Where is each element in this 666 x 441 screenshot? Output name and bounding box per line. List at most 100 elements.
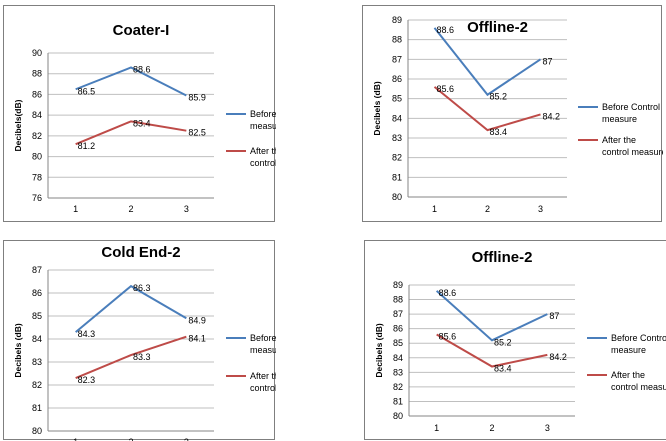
y-tick-label: 84 [32, 334, 42, 344]
data-label: 88.6 [133, 65, 151, 75]
x-tick-label: 2 [485, 204, 490, 214]
series-line-before [436, 290, 548, 342]
y-tick-label: 83 [392, 133, 402, 143]
y-tick-label: 86 [393, 324, 403, 334]
data-label: 83.3 [133, 352, 151, 362]
chart-title: Offline-2 [467, 19, 528, 36]
y-tick-label: 82 [393, 382, 403, 392]
chart-title: Offline-2 [472, 249, 533, 266]
legend-label: Before Control [611, 333, 666, 343]
y-tick-label: 80 [32, 426, 42, 436]
legend-label: control measure [602, 147, 663, 157]
x-tick-label: 3 [538, 204, 543, 214]
y-tick-label: 83 [393, 367, 403, 377]
y-tick-label: 88 [32, 69, 42, 79]
chart-svg: 80 81 82 83 84 85 86 87 88 89 1 2 3 Offline-2 Decibels… [374, 249, 666, 433]
y-tick-label: 82 [32, 380, 42, 390]
data-label: 83.4 [490, 127, 508, 137]
data-label: 85.2 [494, 337, 512, 347]
x-tick-label: 3 [184, 437, 189, 441]
series-line-after [436, 333, 548, 368]
data-label: 82.5 [188, 128, 206, 138]
y-tick-label: 90 [32, 48, 42, 58]
y-tick-label: 87 [393, 309, 403, 319]
legend-label: control measure [611, 382, 666, 392]
x-tick-label: 1 [73, 204, 78, 214]
data-label: 84.1 [188, 334, 206, 344]
legend-label: control measure [250, 158, 276, 168]
legend-label: measure [602, 114, 637, 124]
data-label: 83.4 [133, 118, 151, 128]
y-tick-label: 86 [392, 74, 402, 84]
y-tick-label: 76 [32, 193, 42, 203]
data-label: 82.3 [78, 375, 96, 385]
y-tick-label: 81 [393, 396, 403, 406]
y-tick-label: 88 [392, 35, 402, 45]
legend-label: After the [250, 371, 276, 381]
y-tick-label: 80 [32, 152, 42, 162]
data-label: 81.2 [78, 141, 96, 151]
y-tick-label: 82 [32, 131, 42, 141]
series-line-before [433, 27, 542, 97]
y-tick-label: 82 [392, 153, 402, 163]
data-label: 88.6 [437, 25, 455, 35]
legend-label: Before Control [250, 109, 276, 119]
y-tick-label: 89 [392, 15, 402, 25]
legend-label: measure [250, 345, 276, 355]
y-tick-label: 84 [32, 110, 42, 120]
x-tick-label: 3 [184, 204, 189, 214]
x-tick-label: 2 [128, 204, 133, 214]
y-tick-label: 86 [32, 89, 42, 99]
y-tick-label: 87 [32, 265, 42, 275]
chart-panel-offline-2-top: 80 81 82 83 84 85 86 87 88 89 1 2 3 Offline-2 Decibels… [362, 5, 663, 222]
y-tick-label: 84 [393, 353, 403, 363]
y-tick-label: 84 [392, 113, 402, 123]
data-label: 85.2 [490, 92, 508, 102]
y-tick-label: 80 [392, 192, 402, 202]
data-label: 84.2 [549, 352, 567, 362]
data-label: 84.9 [188, 315, 206, 325]
x-tick-label: 1 [432, 204, 437, 214]
x-tick-label: 3 [545, 423, 550, 433]
y-tick-label: 85 [392, 94, 402, 104]
y-tick-label: 86 [32, 288, 42, 298]
legend-label: After the [602, 135, 636, 145]
data-label: 85.6 [437, 84, 455, 94]
y-tick-label: 81 [392, 172, 402, 182]
x-tick-label: 2 [128, 437, 133, 441]
chart-title: Coater-I [113, 22, 170, 39]
y-tick-label: 83 [32, 357, 42, 367]
x-tick-label: 2 [489, 423, 494, 433]
chart-panel-coater-i: 76 78 80 82 84 86 88 90 1 2 3 Coater-I Decibels(dB) 8… [3, 5, 276, 222]
data-label: 86.3 [133, 283, 151, 293]
data-label: 86.5 [78, 86, 96, 96]
series-line-before [75, 284, 187, 333]
data-label: 87 [549, 311, 559, 321]
y-tick-label: 85 [32, 311, 42, 321]
chart-svg: 80 81 82 83 84 85 86 87 1 2 3 Cold End-2 Decibels (d… [13, 244, 276, 441]
legend-label: After the [250, 146, 276, 156]
series-line-before [75, 66, 187, 97]
chart-title: Cold End-2 [101, 244, 180, 261]
chart-panel-offline-2-bottom: 80 81 82 83 84 85 86 87 88 89 1 2 3 Offline-2 Decibels… [364, 240, 666, 440]
y-tick-label: 87 [392, 54, 402, 64]
data-label: 83.4 [494, 364, 512, 374]
y-axis-label: Decibels (dB) [372, 81, 382, 135]
legend-label: control measure [250, 383, 276, 393]
legend-label: After the [611, 370, 645, 380]
legend-label: Before Control [250, 333, 276, 343]
y-axis-label: Decibels(dB) [13, 99, 23, 151]
y-tick-label: 78 [32, 172, 42, 182]
y-axis-label: Decibels (dB) [13, 323, 23, 377]
x-tick-label: 1 [434, 423, 439, 433]
y-tick-label: 80 [393, 411, 403, 421]
data-label: 88.6 [439, 288, 457, 298]
chart-svg: 80 81 82 83 84 85 86 87 88 89 1 2 3 Offline-2 Decibels… [372, 15, 663, 214]
series-line-after [433, 86, 541, 132]
data-label: 85.9 [188, 92, 206, 102]
legend-label: measure [250, 121, 276, 131]
data-label: 84.2 [543, 111, 561, 121]
chart-svg: 76 78 80 82 84 86 88 90 1 2 3 Coater-I Decibels(dB) 8… [13, 22, 276, 214]
legend-label: Before Control [602, 102, 660, 112]
chart-panel-cold-end-2: 80 81 82 83 84 85 86 87 1 2 3 Cold End-2 Decibels (d… [3, 240, 276, 441]
